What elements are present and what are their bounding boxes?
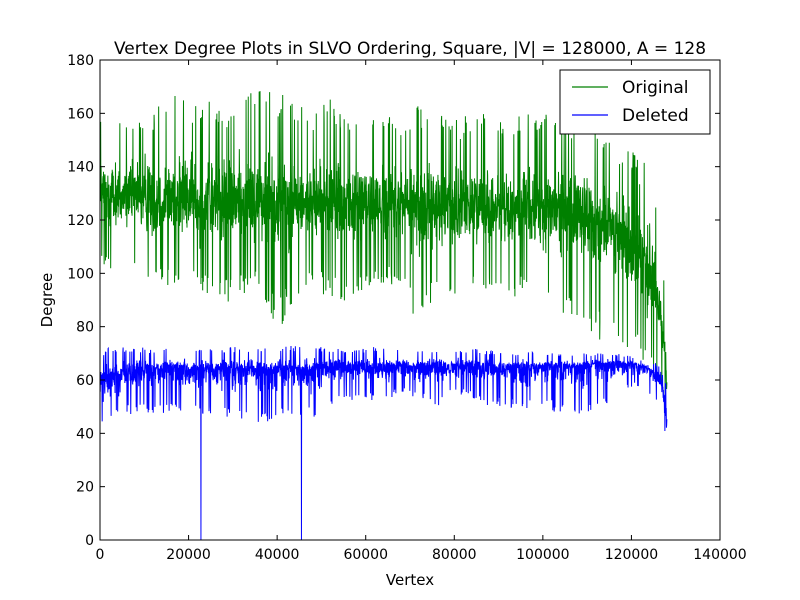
y-tick-label: 120 bbox=[67, 213, 94, 229]
y-axis-label: Degree bbox=[38, 273, 56, 328]
y-tick-label: 80 bbox=[76, 320, 94, 336]
x-tick-label: 140000 bbox=[693, 547, 746, 563]
series-line-deleted bbox=[99, 345, 668, 541]
series-layer bbox=[99, 91, 668, 541]
y-tick-label: 0 bbox=[85, 533, 94, 549]
y-tick-label: 60 bbox=[76, 373, 94, 389]
x-tick-label: 40000 bbox=[255, 547, 300, 563]
x-tick-label: 80000 bbox=[432, 547, 477, 563]
legend-label-original: Original bbox=[622, 78, 689, 98]
y-tick-label: 140 bbox=[67, 160, 94, 176]
x-tick-label: 100000 bbox=[516, 547, 569, 563]
plot-area: 0 20000 40000 60000 80000 100000 120000 140000 0… bbox=[67, 53, 746, 563]
x-axis-label: Vertex bbox=[386, 571, 434, 589]
legend-label-deleted: Deleted bbox=[622, 106, 689, 126]
y-tick-label: 20 bbox=[76, 480, 94, 496]
x-tick-label: 20000 bbox=[166, 547, 211, 563]
x-tick-label: 60000 bbox=[343, 547, 388, 563]
legend: Original Deleted bbox=[559, 69, 711, 135]
ticks-layer: 0 20000 40000 60000 80000 100000 120000 140000 0… bbox=[67, 53, 746, 563]
x-tick-label: 120000 bbox=[605, 547, 658, 563]
y-tick-label: 100 bbox=[67, 266, 94, 282]
y-tick-label: 40 bbox=[76, 426, 94, 442]
y-tick-label: 160 bbox=[67, 106, 94, 122]
legend-box bbox=[559, 69, 711, 135]
x-tick-label: 0 bbox=[96, 547, 105, 563]
series-line-original bbox=[99, 91, 668, 395]
axes-frame bbox=[99, 59, 721, 541]
y-tick-label: 180 bbox=[67, 53, 94, 69]
chart-title: Vertex Degree Plots in SLVO Ordering, Sq… bbox=[114, 39, 706, 59]
